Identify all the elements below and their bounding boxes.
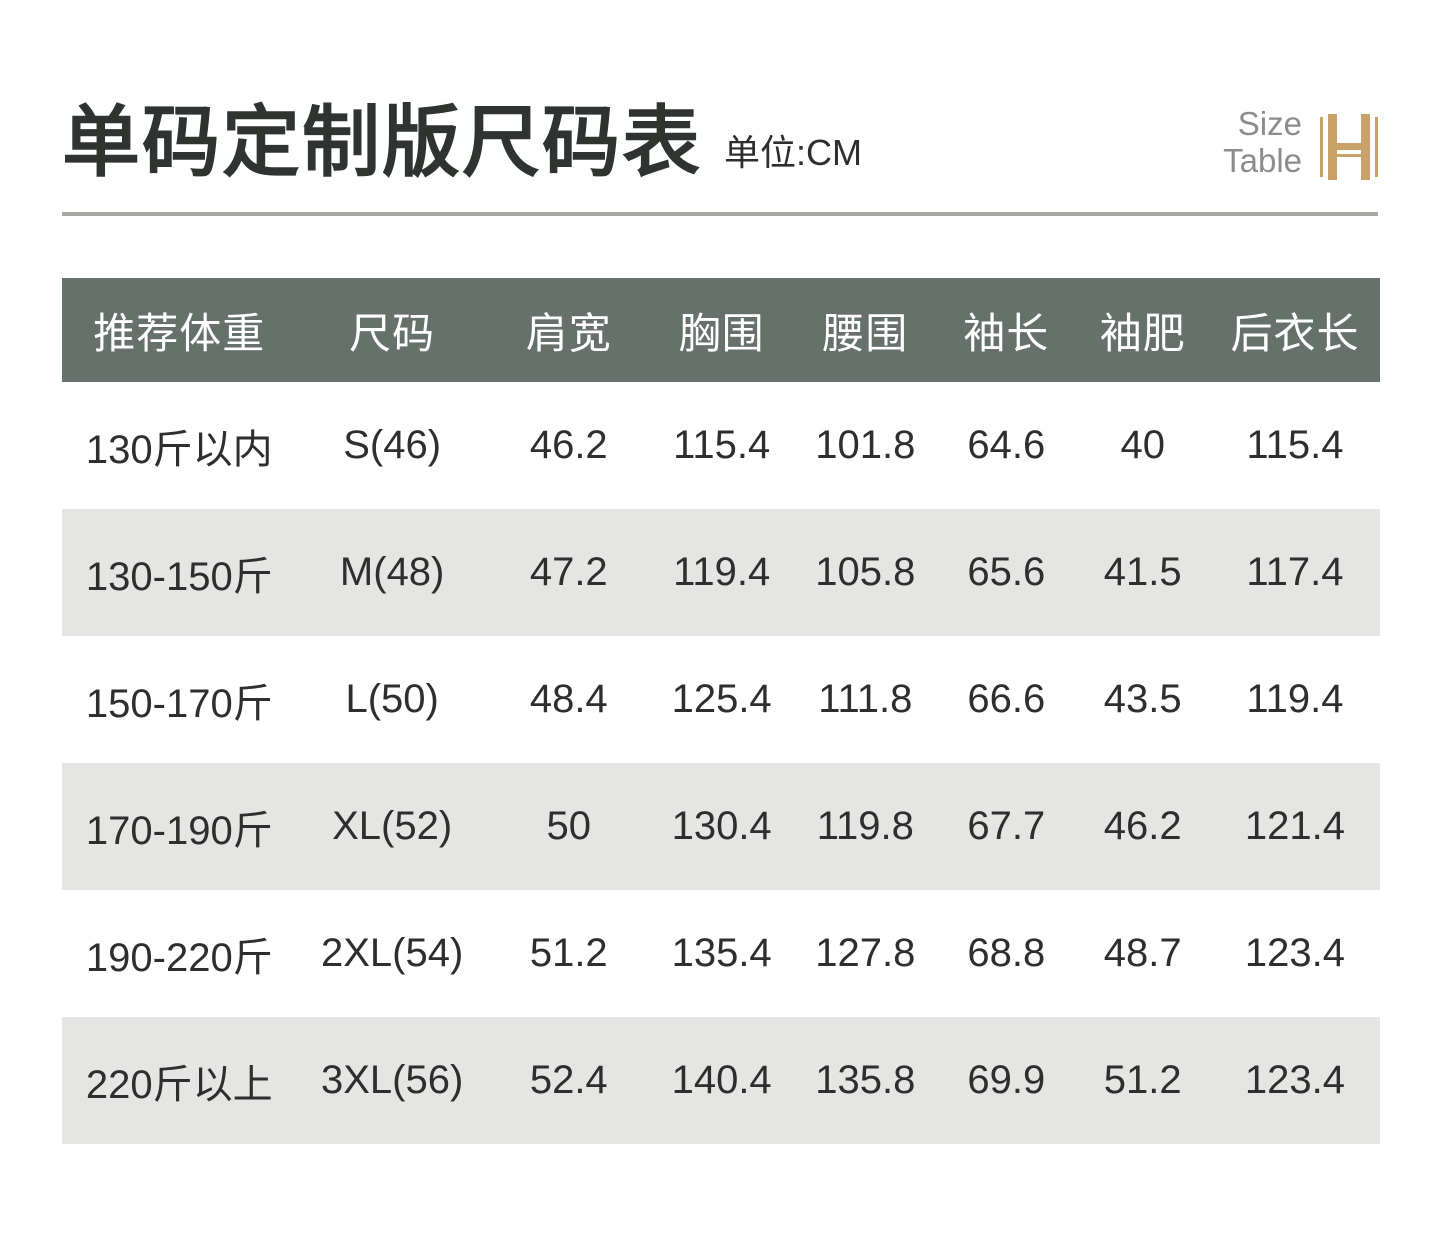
table-cell: M(48) xyxy=(296,509,488,636)
table-cell: 119.4 xyxy=(1246,677,1344,721)
table-cell: 43.5 xyxy=(1103,677,1182,721)
table-row: 170-190斤 XL(52) 50 130.4 119.8 67.7 46.2 121.4 xyxy=(62,763,1380,890)
table-cell: 150-170斤 xyxy=(85,681,273,726)
column-header: 腰围 xyxy=(793,278,938,382)
column-header: 后衣长 xyxy=(1209,278,1380,382)
table-cell: 68.8 xyxy=(967,931,1046,975)
unit-label: 单位:CM xyxy=(724,132,863,173)
table-cell: 121.4 xyxy=(1209,763,1380,890)
table-row: 220斤以上 3XL(56) 52.4 140.4 135.8 69.9 51.2 123.4 xyxy=(62,1017,1380,1144)
table-cell: 125.4 xyxy=(671,677,772,721)
table-cell: 130-150斤 xyxy=(62,509,297,636)
column-header: 胸围 xyxy=(649,278,794,382)
table-cell: 50 xyxy=(487,763,650,890)
table-body: 130斤以内 S(46) 46.2 115.4 101.8 64.6 40 115.4 130-… xyxy=(62,382,1380,1144)
table-cell: 130斤以内 xyxy=(85,427,273,472)
table-cell: 135.4 xyxy=(671,931,772,975)
table-cell: 127.8 xyxy=(815,931,916,975)
column-header: 袖肥 xyxy=(1075,278,1210,382)
table-cell: XL(52) xyxy=(296,763,488,890)
table-cell: 117.4 xyxy=(1209,509,1380,636)
table-cell: 135.8 xyxy=(793,1017,938,1144)
table-row: 150-170斤 L(50) 48.4 125.4 111.8 66.6 43.5 119.4 xyxy=(62,636,1380,763)
brand-text: Size Table xyxy=(1223,105,1302,180)
table-cell: 46.2 xyxy=(529,423,608,467)
table-cell: 51.2 xyxy=(529,931,608,975)
table-cell: 52.4 xyxy=(487,1017,650,1144)
size-table: 推荐体重 尺码 肩宽 胸围 腰围 袖长 袖肥 后衣长 130斤以内 S(46) 46.2 115.4… xyxy=(62,278,1380,1144)
table-cell: 111.8 xyxy=(818,677,913,721)
table-row: 190-220斤 2XL(54) 51.2 135.4 127.8 68.8 48.7 123… xyxy=(62,890,1380,1017)
page-title: 单码定制版尺码表 xyxy=(62,99,703,186)
table-cell: 220斤以上 xyxy=(62,1017,297,1144)
brand-text-line2: Table xyxy=(1223,142,1302,180)
table-cell: 51.2 xyxy=(1075,1017,1210,1144)
title-divider xyxy=(62,212,1378,216)
table-header-row: 推荐体重 尺码 肩宽 胸围 腰围 袖长 袖肥 后衣长 xyxy=(62,278,1380,382)
page-header: 单码定制版尺码表 单位:CM Size Table xyxy=(62,0,1378,182)
table-cell: 119.8 xyxy=(793,763,938,890)
table-cell: 48.4 xyxy=(529,677,608,721)
table-cell: 119.4 xyxy=(649,509,794,636)
table-row: 130斤以内 S(46) 46.2 115.4 101.8 64.6 40 115.4 xyxy=(62,382,1380,509)
table-cell: 40 xyxy=(1120,423,1165,467)
table-cell: 170-190斤 xyxy=(62,763,297,890)
table-cell: 101.8 xyxy=(815,423,916,467)
table-cell: L(50) xyxy=(345,677,439,721)
table-cell: S(46) xyxy=(343,423,442,467)
table-cell: 2XL(54) xyxy=(320,931,464,975)
table-cell: 123.4 xyxy=(1244,931,1346,975)
table-cell: 69.9 xyxy=(937,1017,1076,1144)
table-cell: 64.6 xyxy=(967,423,1046,467)
table-cell: 123.4 xyxy=(1209,1017,1380,1144)
table-cell: 105.8 xyxy=(793,509,938,636)
table-cell: 66.6 xyxy=(967,677,1046,721)
table-cell: 3XL(56) xyxy=(296,1017,488,1144)
brand-mark: Size Table xyxy=(1223,105,1378,182)
table-cell: 140.4 xyxy=(649,1017,794,1144)
column-header: 尺码 xyxy=(296,278,488,382)
table-cell: 48.7 xyxy=(1103,931,1182,975)
table-cell: 130.4 xyxy=(649,763,794,890)
brand-text-line1: Size xyxy=(1237,105,1302,143)
column-header: 肩宽 xyxy=(487,278,650,382)
table-row: 130-150斤 M(48) 47.2 119.4 105.8 65.6 41.5 117.4 xyxy=(62,509,1380,636)
column-header: 袖长 xyxy=(937,278,1076,382)
table-cell: 41.5 xyxy=(1075,509,1210,636)
column-header: 推荐体重 xyxy=(62,278,297,382)
table-cell: 115.4 xyxy=(1246,423,1344,467)
table-cell: 190-220斤 xyxy=(85,935,273,980)
table-cell: 67.7 xyxy=(937,763,1076,890)
table-cell: 46.2 xyxy=(1075,763,1210,890)
table-cell: 65.6 xyxy=(937,509,1076,636)
table-cell: 115.4 xyxy=(673,423,771,467)
brand-h-logo-icon xyxy=(1320,114,1378,180)
table-cell: 47.2 xyxy=(487,509,650,636)
